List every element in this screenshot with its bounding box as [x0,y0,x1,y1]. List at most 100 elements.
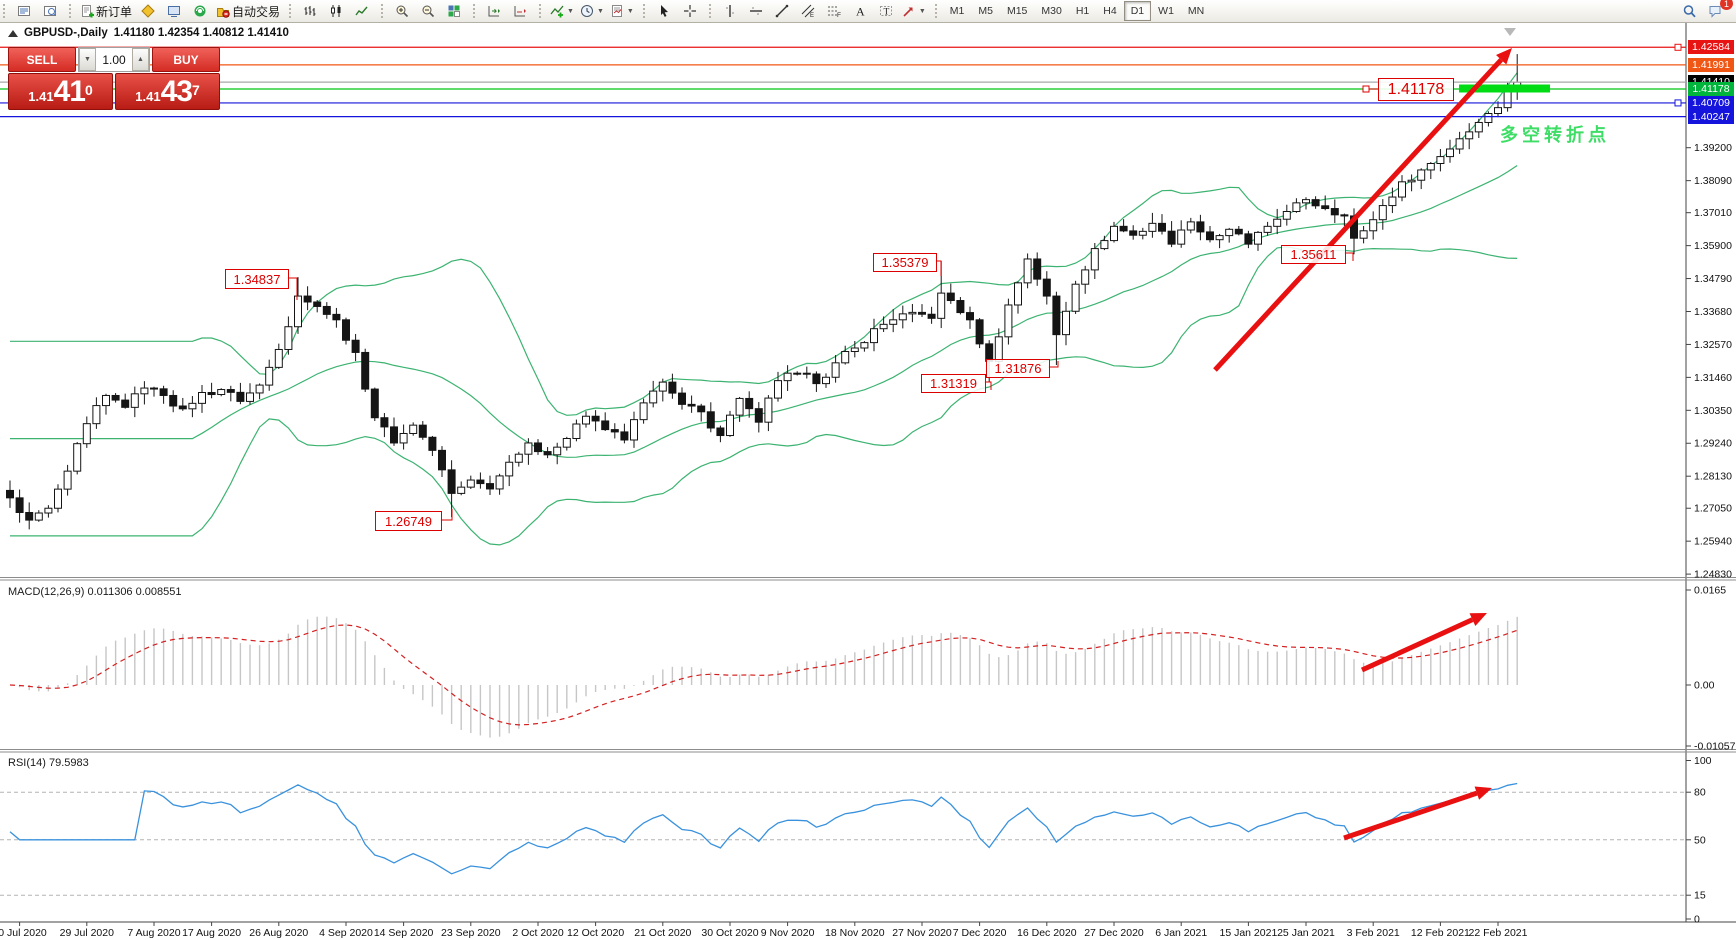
new-order-label: 新订单 [96,4,133,19]
chart-shift-marker[interactable] [1504,28,1516,36]
svg-text:1.28130: 1.28130 [1694,471,1732,483]
toolbar-grip[interactable] [3,4,7,18]
timeframe-H1[interactable]: H1 [1075,5,1090,17]
trendline-button[interactable] [769,0,795,22]
horizontal-line-button[interactable] [743,0,769,22]
svg-text:F: F [837,12,841,18]
toolbar-grip[interactable] [539,4,543,18]
toolbar-grip[interactable] [289,4,293,18]
fibonacci-button[interactable]: F [821,0,847,22]
price-annotation-1.31876[interactable]: 1.31876 [986,359,1050,378]
buy-price-prefix: 1.41 [135,89,161,104]
chat-button[interactable]: 1 [1702,0,1733,22]
timeframe-M30[interactable]: M30 [1041,5,1062,17]
sell-button[interactable]: SELL [8,47,76,72]
price-annotation-1.41178[interactable]: 1.41178 [1378,78,1454,101]
toolbar-grip[interactable] [934,4,939,18]
zoom-out-button[interactable] [415,0,441,22]
collapse-panel-icon[interactable] [8,29,18,37]
vertical-line-button[interactable] [717,0,743,22]
svg-text:1.39200: 1.39200 [1694,142,1732,154]
periods-button[interactable]: ▼ [577,0,607,22]
timeframe-M15[interactable]: M15 [1006,5,1028,17]
volume-decrease-button[interactable]: ▼ [79,48,96,71]
autotrading-icon [217,8,230,18]
dropdown-arrow-icon[interactable]: ▼ [567,7,574,15]
terminal-icon [168,6,181,17]
buy-quote[interactable]: 1.41 43 7 [115,73,220,110]
crosshair-button[interactable] [677,0,703,22]
indicators-button[interactable]: ▼ [547,0,577,22]
toolbar-grip[interactable] [642,4,647,18]
arrows-button[interactable]: ▼ [899,0,929,22]
timeframe-M5[interactable]: M5 [978,5,993,17]
metaeditor-button[interactable] [135,0,161,22]
dropdown-arrow-icon[interactable]: ▼ [626,7,634,15]
notification-badge: 1 [1720,0,1733,10]
signals-button[interactable] [187,0,213,22]
chart-title: GBPUSD-,Daily 1.41180 1.42354 1.40812 1.… [8,27,289,39]
channel-button[interactable]: E [795,0,821,22]
timeframe-M1[interactable]: M1 [949,5,965,17]
search-button[interactable] [1676,0,1702,22]
line-chart-button[interactable] [349,0,375,22]
buy-button[interactable]: BUY [152,47,220,72]
cursor-button[interactable] [651,0,677,22]
sell-quote[interactable]: 1.41 41 0 [8,73,113,110]
svg-text:50: 50 [1694,834,1706,846]
chart-shift-button[interactable] [507,0,533,22]
bars-button[interactable] [297,0,323,22]
toolbar-grip[interactable] [381,4,385,18]
templates-button[interactable]: ▼ [607,0,637,22]
toolbar-grip[interactable] [708,4,713,18]
new-order-button[interactable]: 新订单 [77,0,135,22]
toolbar-grip[interactable] [69,4,73,18]
dropdown-arrow-icon[interactable]: ▼ [918,7,926,15]
hline-handle[interactable] [1674,43,1682,51]
volume-increase-button[interactable]: ▲ [132,48,149,71]
dropdown-arrow-icon[interactable]: ▼ [596,7,604,15]
candles-button[interactable] [323,0,349,22]
svg-text:21 Oct 2020: 21 Oct 2020 [634,927,691,939]
timeframe-W1[interactable]: W1 [1158,5,1174,17]
hline-handle[interactable] [1362,85,1370,93]
svg-text:12 Oct 2020: 12 Oct 2020 [567,927,624,939]
volume-input[interactable]: 1.00 [102,52,126,67]
toolbar-grip[interactable] [473,4,477,18]
note-text[interactable]: 多空转折点 [1500,125,1610,145]
chart-list-button[interactable] [11,0,37,22]
trend-arrow[interactable] [1360,613,1487,673]
price-annotation-1.34837[interactable]: 1.34837 [225,269,289,289]
price-axis-label-1.41991: 1.41991 [1688,57,1734,72]
price-annotation-1.35611[interactable]: 1.35611 [1281,245,1346,264]
terminal-button[interactable] [161,0,187,22]
data-window-button[interactable] [37,0,63,22]
trendline-icon [775,4,789,18]
trend-arrow[interactable] [1213,48,1512,372]
data-window-icon [44,6,56,16]
price-annotation-1.35379[interactable]: 1.35379 [873,253,937,272]
indicators-icon [550,5,564,18]
price-axis-label-1.41178: 1.41178 [1688,82,1734,96]
label-button[interactable]: T [873,0,899,22]
text-button[interactable]: A [847,0,873,22]
thick-green-level[interactable] [1459,84,1550,93]
auto-scroll-button[interactable] [481,0,507,22]
zoom-in-button[interactable] [389,0,415,22]
svg-text:23 Sep 2020: 23 Sep 2020 [441,927,501,939]
annotation-leader [440,509,453,521]
svg-text:26 Aug 2020: 26 Aug 2020 [249,927,308,939]
autotrading-button[interactable]: 自动交易 [213,0,283,22]
tile-windows-button[interactable] [441,0,467,22]
macd-signal-line [9,624,1518,726]
trend-arrow[interactable] [1343,786,1492,841]
price-annotation-1.26749[interactable]: 1.26749 [375,511,442,531]
timeframe-MN[interactable]: MN [1187,5,1205,17]
toolbar-right: 1 [1676,0,1736,22]
timeframe-D1[interactable]: D1 [1123,1,1152,21]
timeframe-H4[interactable]: H4 [1103,5,1117,17]
hline-handle[interactable] [1674,99,1682,107]
price-annotation-1.31319[interactable]: 1.31319 [921,374,986,393]
